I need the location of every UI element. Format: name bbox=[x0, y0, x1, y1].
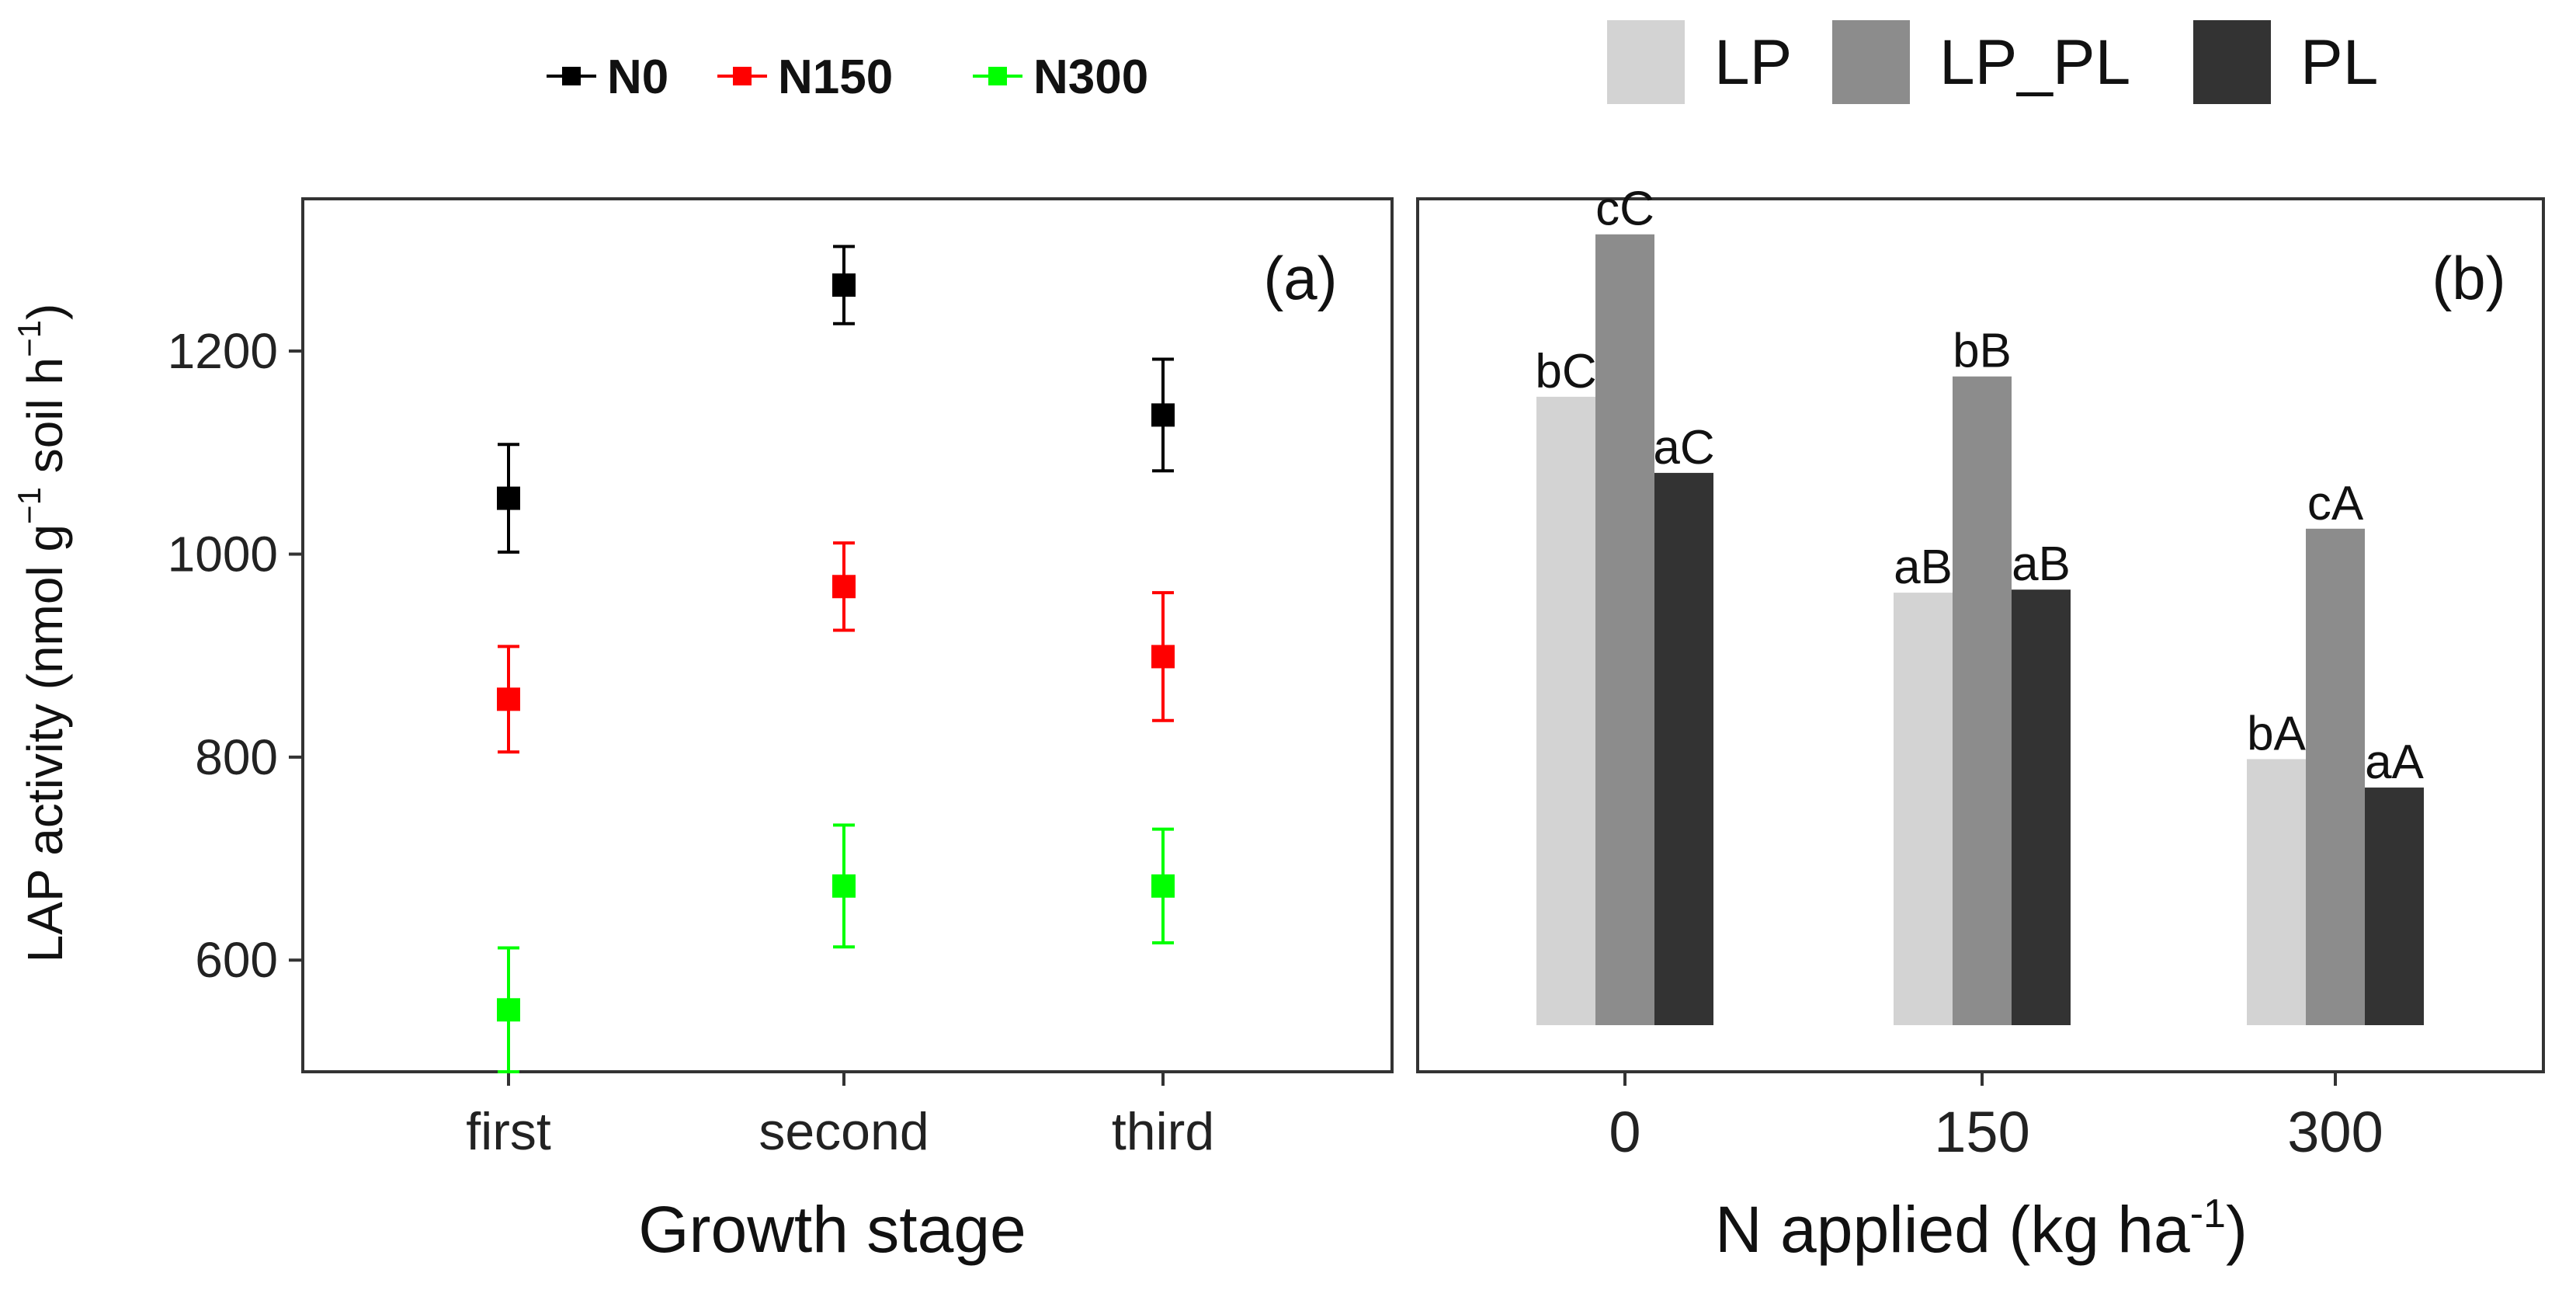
bar-pl bbox=[2012, 589, 2071, 1025]
legend-label-n150: N150 bbox=[778, 50, 893, 104]
x-axis-label-b: N applied (kg ha-1) bbox=[1715, 1191, 2248, 1266]
panel-a-label: (a) bbox=[1263, 244, 1337, 312]
legend-marker-n0 bbox=[562, 67, 581, 85]
bar-pl bbox=[1654, 472, 1713, 1025]
bar-label-lp-pl: bB bbox=[1953, 325, 2012, 378]
x-tick-label-a: second bbox=[759, 1102, 929, 1161]
bar-lp bbox=[1536, 396, 1595, 1025]
bar-pl bbox=[2365, 788, 2424, 1025]
marks-a bbox=[497, 245, 1175, 1073]
legend-swatch-lp bbox=[1607, 20, 1685, 104]
legend-label-n300: N300 bbox=[1033, 50, 1148, 104]
x-tick-label-a: third bbox=[1112, 1102, 1214, 1161]
legend-label-lp: LP bbox=[1714, 27, 1792, 98]
x-tick-label-b: 300 bbox=[2287, 1100, 2383, 1164]
y-tick-label-a: 1000 bbox=[168, 526, 278, 582]
bar-label-pl: aB bbox=[2012, 537, 2071, 591]
x-tick-label-b: 150 bbox=[1934, 1100, 2029, 1164]
bar-lp bbox=[2247, 759, 2306, 1025]
panel-a-frame bbox=[301, 197, 1394, 1073]
bar-lp bbox=[1894, 593, 1953, 1025]
point-n300 bbox=[832, 874, 856, 898]
x-tick-label-b: 0 bbox=[1609, 1100, 1640, 1164]
legend-label-pl: PL bbox=[2300, 27, 2378, 98]
legend-a: N0 N150 N300 bbox=[547, 50, 1148, 104]
legend-label-n0: N0 bbox=[607, 50, 668, 104]
legend-marker-n150 bbox=[733, 67, 752, 85]
bar-label-lp-pl: cA bbox=[2307, 477, 2364, 530]
point-n300 bbox=[497, 998, 520, 1022]
y-tick-label-a: 1200 bbox=[168, 323, 278, 379]
legend-swatch-pl bbox=[2193, 20, 2271, 104]
legend-marker-n300 bbox=[988, 67, 1007, 85]
bar-lp-pl bbox=[2306, 528, 2365, 1025]
y-tick-label-a: 800 bbox=[195, 729, 278, 785]
point-n0 bbox=[1151, 403, 1175, 427]
panel-b-label: (b) bbox=[2432, 244, 2505, 312]
bar-label-pl: aC bbox=[1653, 421, 1714, 475]
legend-b: LP LP_PL PL bbox=[1607, 20, 2378, 104]
marks-b: bC cC aC aB bB aB bA cA aA bbox=[1535, 183, 2425, 1026]
legend-swatch-lp-pl bbox=[1832, 20, 1910, 104]
bar-label-lp: bC bbox=[1535, 345, 1596, 398]
point-n300 bbox=[1151, 874, 1175, 898]
point-n150 bbox=[497, 687, 520, 711]
bar-label-lp: bA bbox=[2247, 707, 2306, 760]
legend-label-lp-pl: LP_PL bbox=[1939, 27, 2130, 98]
bar-label-lp: aB bbox=[1894, 541, 1953, 594]
bar-label-lp-pl: cC bbox=[1595, 183, 1654, 236]
x-tick-label-a: first bbox=[466, 1102, 551, 1161]
axis-b: 0 150 300 bbox=[1609, 1072, 2383, 1164]
x-axis-label-a: Growth stage bbox=[638, 1193, 1026, 1266]
point-n0 bbox=[497, 486, 520, 510]
point-n150 bbox=[1151, 645, 1175, 669]
point-n150 bbox=[832, 575, 856, 599]
axis-a: 600 800 1000 1200 first second third bbox=[168, 323, 1215, 1161]
bar-label-pl: aA bbox=[2365, 735, 2424, 789]
point-n0 bbox=[832, 273, 856, 297]
bar-lp-pl bbox=[1595, 234, 1654, 1026]
bar-lp-pl bbox=[1953, 376, 2012, 1025]
y-tick-label-a: 600 bbox=[195, 932, 278, 988]
y-axis-label-a: LAP activity (nmol g−1 soil h−1) bbox=[11, 304, 73, 963]
